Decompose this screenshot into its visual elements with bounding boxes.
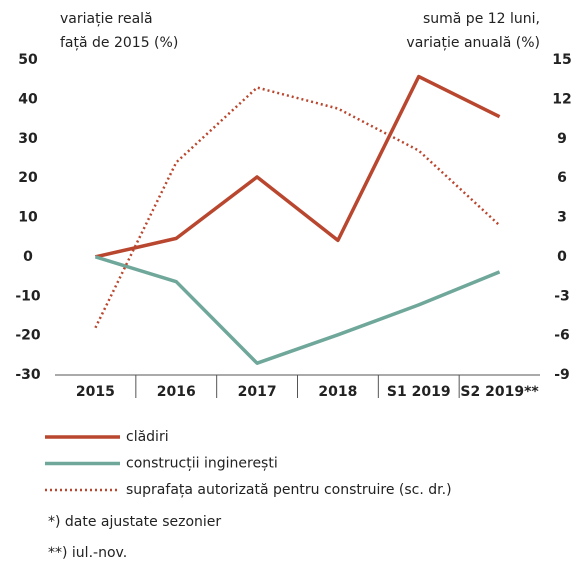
legend-label: suprafața autorizată pentru construire (… xyxy=(126,482,452,498)
x-tick-label: S1 2019 xyxy=(387,384,451,400)
series-line xyxy=(94,255,501,365)
x-tick-label: 2017 xyxy=(238,384,277,400)
y2-tick-label: 0 xyxy=(557,249,567,265)
y-tick-label: 10 xyxy=(18,210,38,226)
y2-tick-label: 12 xyxy=(552,91,571,107)
y2-tick-label: -6 xyxy=(554,328,570,344)
y2-tick-label: -3 xyxy=(554,288,570,304)
y2-axis-label: variație anuală (%) xyxy=(406,35,540,51)
x-tick-label: 2018 xyxy=(318,384,357,400)
y-tick-label: 20 xyxy=(18,170,38,186)
y-tick-label: -30 xyxy=(15,367,41,383)
y-axis-label: față de 2015 (%) xyxy=(60,35,178,51)
y-tick-label: -10 xyxy=(15,288,41,304)
y2-tick-label: 3 xyxy=(557,210,567,226)
x-tick-label: 2015 xyxy=(76,384,115,400)
y-tick-label: 50 xyxy=(18,52,38,68)
y2-tick-label: 15 xyxy=(552,52,571,68)
series-line xyxy=(95,74,501,259)
legend-label: clădiri xyxy=(126,429,169,445)
y-tick-label: 40 xyxy=(18,91,38,107)
series-line xyxy=(94,86,501,329)
y-tick-label: 30 xyxy=(18,131,38,147)
x-tick-label: S2 2019** xyxy=(460,384,539,400)
y2-tick-label: 6 xyxy=(557,170,567,186)
y-axis-label: variație reală xyxy=(60,11,153,27)
x-tick-label: 2016 xyxy=(157,384,196,400)
legend-label: construcții inginerești xyxy=(126,456,278,472)
y2-tick-label: -9 xyxy=(554,367,570,383)
note: **) iul.-nov. xyxy=(48,545,127,561)
y2-tick-label: 9 xyxy=(557,131,567,147)
y-tick-label: 0 xyxy=(23,249,33,265)
note: *) date ajustate sezonier xyxy=(48,514,221,530)
y2-axis-label: sumă pe 12 luni, xyxy=(423,11,540,27)
y-tick-label: -20 xyxy=(15,328,41,344)
